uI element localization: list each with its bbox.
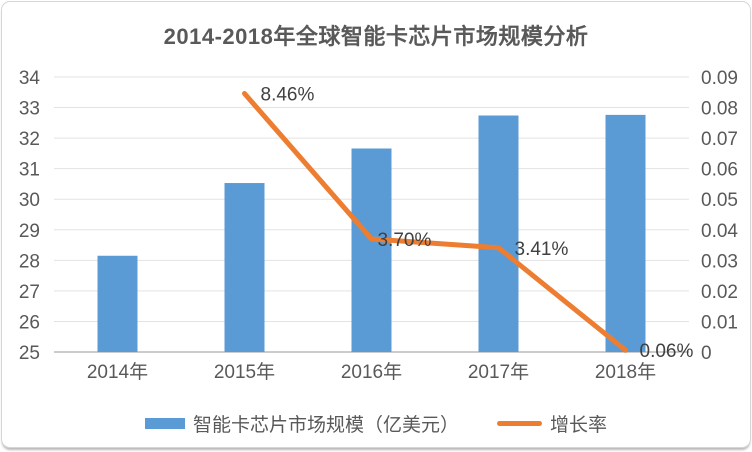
data-label-2016年: 3.70%: [378, 230, 432, 251]
left-axis-tick-32: 32: [19, 129, 40, 150]
x-axis-label-2017年: 2017年: [468, 361, 529, 383]
legend-label-market-size: 智能卡芯片市场规模（亿美元）: [192, 415, 459, 436]
legend-item-growth-rate[interactable]: 增长率: [497, 410, 607, 437]
line-series-swatch-icon: [497, 421, 542, 426]
right-axis-tick-0.06: 0.06: [701, 160, 738, 181]
left-axis-tick-31: 31: [19, 160, 40, 181]
data-label-2018年: 0.06%: [640, 341, 694, 362]
bar-series-swatch-icon: [144, 418, 185, 429]
right-axis-tick-0.02: 0.02: [701, 282, 738, 303]
left-axis-tick-27: 27: [19, 282, 40, 303]
growth-rate-line[interactable]: [242, 91, 628, 353]
bar-2015年[interactable]: [224, 183, 265, 352]
right-axis-tick-0.07: 0.07: [701, 129, 738, 150]
legend-item-market-size[interactable]: 智能卡芯片市场规模（亿美元）: [144, 410, 459, 437]
chart-legend: 智能卡芯片市场规模（亿美元） 增长率: [2, 410, 750, 437]
data-label-2015年: 8.46%: [261, 85, 315, 106]
right-axis-tick-0.08: 0.08: [701, 99, 738, 120]
left-axis-tick-30: 30: [19, 190, 40, 211]
x-axis-label-2018年: 2018年: [595, 361, 656, 383]
right-axis-tick-0.09: 0.09: [701, 68, 738, 89]
legend-label-growth-rate: 增长率: [550, 415, 608, 436]
right-axis-tick-0.03: 0.03: [701, 251, 738, 272]
right-axis-tick-0.04: 0.04: [701, 221, 738, 242]
left-axis-tick-33: 33: [19, 99, 40, 120]
bar-2014年[interactable]: [97, 255, 138, 352]
left-axis-tick-26: 26: [19, 312, 40, 333]
left-axis-tick-34: 34: [19, 68, 41, 89]
chart-plot-area: 8.46% 3.70% 3.41% 0.06% 25 26 27 28 29 30 31 32 33 34…: [19, 68, 739, 383]
bar-2018年[interactable]: [605, 114, 646, 352]
x-axis-label-2016年: 2016年: [341, 361, 402, 383]
right-axis-tick-0.05: 0.05: [701, 190, 738, 211]
bar-2017年[interactable]: [478, 115, 519, 353]
x-axis-label-2015年: 2015年: [214, 361, 275, 383]
right-axis-tick-0.01: 0.01: [701, 312, 738, 333]
left-axis-tick-29: 29: [19, 221, 40, 242]
data-label-2017年: 3.41%: [515, 239, 569, 260]
right-axis-tick-0: 0: [701, 343, 712, 364]
left-axis-tick-25: 25: [19, 343, 40, 364]
chart-title: 2014-2018年全球智能卡芯片市场规模分析: [163, 24, 589, 49]
bar-2016年[interactable]: [351, 148, 392, 353]
left-axis-tick-28: 28: [19, 251, 40, 272]
x-axis-label-2014年: 2014年: [87, 361, 148, 383]
